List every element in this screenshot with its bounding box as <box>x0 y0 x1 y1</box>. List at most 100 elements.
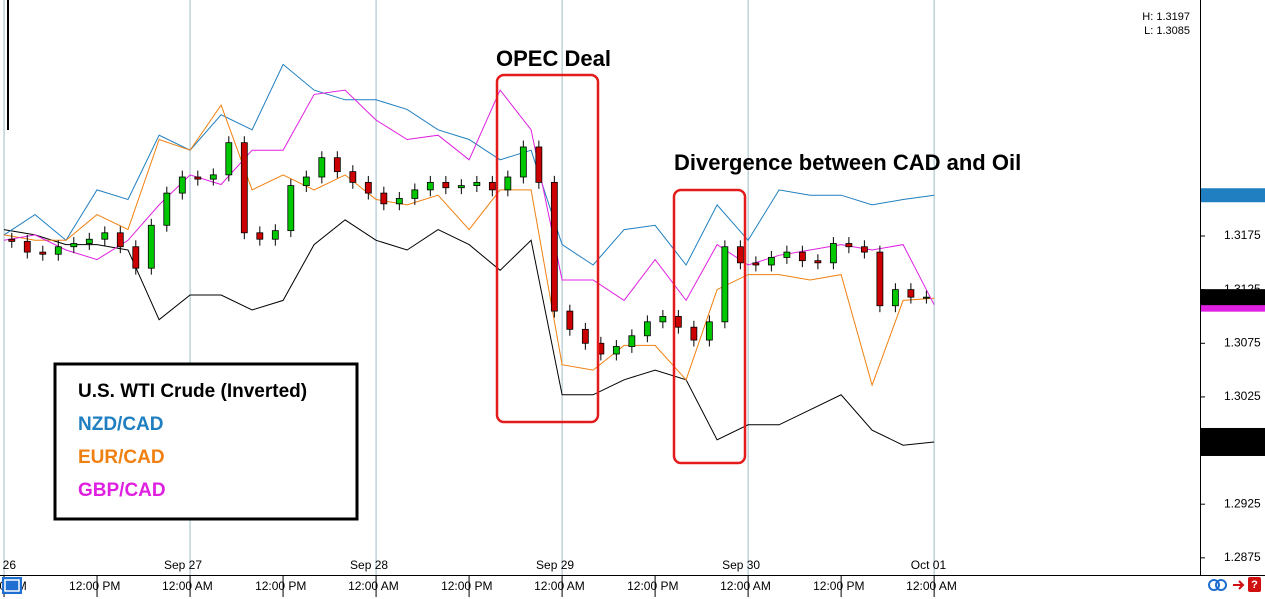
y-tick-label: 1.3075 <box>1224 335 1261 349</box>
candle-body <box>271 230 279 240</box>
candle-body <box>566 310 574 330</box>
link-icon <box>1215 579 1227 591</box>
candle-body <box>178 176 186 194</box>
candle-body <box>8 238 16 242</box>
last-price-label: 1.3118 <box>1228 289 1264 303</box>
candle-body <box>364 181 372 194</box>
date-label: Sep 27 <box>164 558 202 572</box>
candle-body <box>783 251 791 258</box>
date-label: Oct 01 <box>911 558 947 572</box>
x-tick-label: 12:00 PM <box>813 579 864 593</box>
candle-body <box>23 240 31 253</box>
candle-body <box>581 328 589 344</box>
candle-body <box>659 316 667 323</box>
series-line <box>3 63 935 266</box>
candle-body <box>256 232 264 240</box>
candle-body <box>612 346 620 355</box>
candle-body <box>147 224 155 269</box>
candle-body <box>333 157 341 173</box>
series-price-tag <box>1201 188 1265 203</box>
candle-body <box>349 171 357 183</box>
help-icon-glyph: ? <box>1251 579 1258 591</box>
candle-body <box>101 232 109 240</box>
candle-body <box>845 243 853 248</box>
annotation: Divergence between CAD and Oil <box>674 150 1021 175</box>
legend-entry: EUR/CAD <box>78 447 165 468</box>
candle-body <box>116 232 124 248</box>
candle-body <box>411 189 419 199</box>
candle-body <box>829 243 837 264</box>
candle-body <box>876 251 884 307</box>
candle-body <box>209 174 217 180</box>
date-label: Sep 29 <box>536 558 574 572</box>
candle-body <box>767 257 775 266</box>
candle-body <box>798 251 806 262</box>
candle-body <box>814 260 822 264</box>
axes: 1.31751.31251.30751.30251.29751.29251.28… <box>0 188 1265 597</box>
y-tick-label: 1.2925 <box>1224 496 1261 510</box>
candle-body <box>194 176 202 180</box>
high-info: H: 1.3197 <box>1142 11 1190 23</box>
last-price-tag <box>1201 289 1265 306</box>
legend-entry: U.S. WTI Crude (Inverted) <box>78 381 307 402</box>
x-tick-label: 12:00 PM <box>441 579 492 593</box>
candle-body <box>721 246 729 323</box>
candle-body <box>85 238 93 244</box>
candle-body <box>519 146 527 178</box>
plot-area <box>3 63 935 446</box>
candle-body <box>318 157 326 178</box>
x-tick-label: 12:00 AM <box>906 579 957 593</box>
date-label: Sep 30 <box>722 558 760 572</box>
candle-body <box>736 246 744 264</box>
candle-body <box>473 181 481 186</box>
candle-body <box>163 192 171 226</box>
annotation: OPEC Deal <box>496 46 611 71</box>
series-line <box>3 104 935 387</box>
arrow-icon <box>1233 580 1245 590</box>
annotation-box <box>495 73 600 424</box>
annotation-box <box>672 188 747 465</box>
candle-body <box>395 198 403 205</box>
y-tick-label: 1.3025 <box>1224 389 1261 403</box>
toolbar-right[interactable]: ? <box>1208 577 1261 592</box>
candle-body <box>54 246 62 255</box>
legend-box <box>53 362 359 521</box>
series-price-tag <box>1201 427 1265 456</box>
candle-body <box>302 176 310 186</box>
x-tick-label: 12:00 AM <box>348 579 399 593</box>
toolbar-icon[interactable] <box>2 577 22 594</box>
candle-body <box>907 289 915 298</box>
candle-body <box>39 251 47 255</box>
legend-entry: GBP/CAD <box>78 480 166 501</box>
candle-body <box>457 185 465 189</box>
legend: U.S. WTI Crude (Inverted) NZD/CAD EUR/CAD G… <box>78 381 307 501</box>
x-tick-label: 12:00 PM <box>627 579 678 593</box>
candle-body <box>752 262 760 266</box>
candle-body <box>240 142 248 234</box>
toolbar-icon-glyph <box>4 579 20 592</box>
x-tick-label: 12:00 AM <box>534 579 585 593</box>
series-line <box>3 89 935 305</box>
candle-body <box>225 142 233 176</box>
candle-body <box>380 192 388 205</box>
candle-body <box>442 181 450 189</box>
legend-entry: NZD/CAD <box>78 414 164 435</box>
candle-body <box>550 181 558 312</box>
date-label: Sep 28 <box>350 558 388 572</box>
help-icon <box>1248 577 1261 592</box>
candle-body <box>705 321 713 341</box>
x-tick-label: 12:00 PM <box>255 579 306 593</box>
candle-body <box>426 181 434 191</box>
x-tick-label: 12:00 PM <box>69 579 120 593</box>
candle-body <box>535 146 543 183</box>
candle-body <box>504 176 512 191</box>
candle-body <box>922 296 930 299</box>
x-tick-label: 12:00 AM <box>720 579 771 593</box>
candle-body <box>674 316 682 328</box>
x-tick-label: 12:00 AM <box>162 579 213 593</box>
series-line <box>3 219 935 446</box>
candle-body <box>70 243 78 248</box>
candle-body <box>690 326 698 341</box>
